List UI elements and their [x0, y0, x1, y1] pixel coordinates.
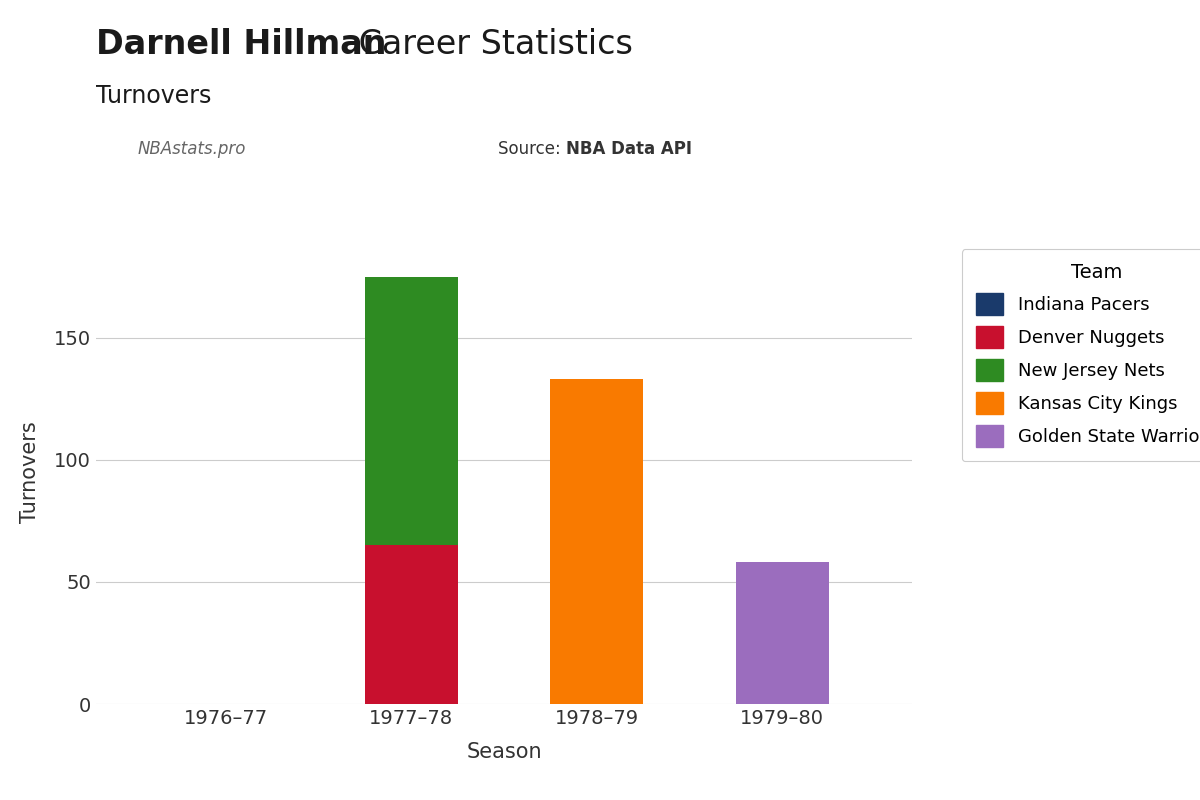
Text: Career Statistics: Career Statistics — [348, 28, 632, 61]
Bar — [551, 379, 643, 704]
Text: Turnovers: Turnovers — [96, 84, 211, 108]
Bar — [365, 277, 457, 546]
Bar — [736, 562, 828, 704]
Text: NBAstats.pro: NBAstats.pro — [138, 140, 246, 158]
X-axis label: Season: Season — [466, 742, 542, 762]
Text: NBA Data API: NBA Data API — [566, 140, 692, 158]
Legend: Indiana Pacers, Denver Nuggets, New Jersey Nets, Kansas City Kings, Golden State: Indiana Pacers, Denver Nuggets, New Jers… — [962, 249, 1200, 462]
Text: Darnell Hillman: Darnell Hillman — [96, 28, 386, 61]
Bar — [365, 546, 457, 704]
Y-axis label: Turnovers: Turnovers — [20, 421, 40, 523]
Text: Source:: Source: — [498, 140, 566, 158]
